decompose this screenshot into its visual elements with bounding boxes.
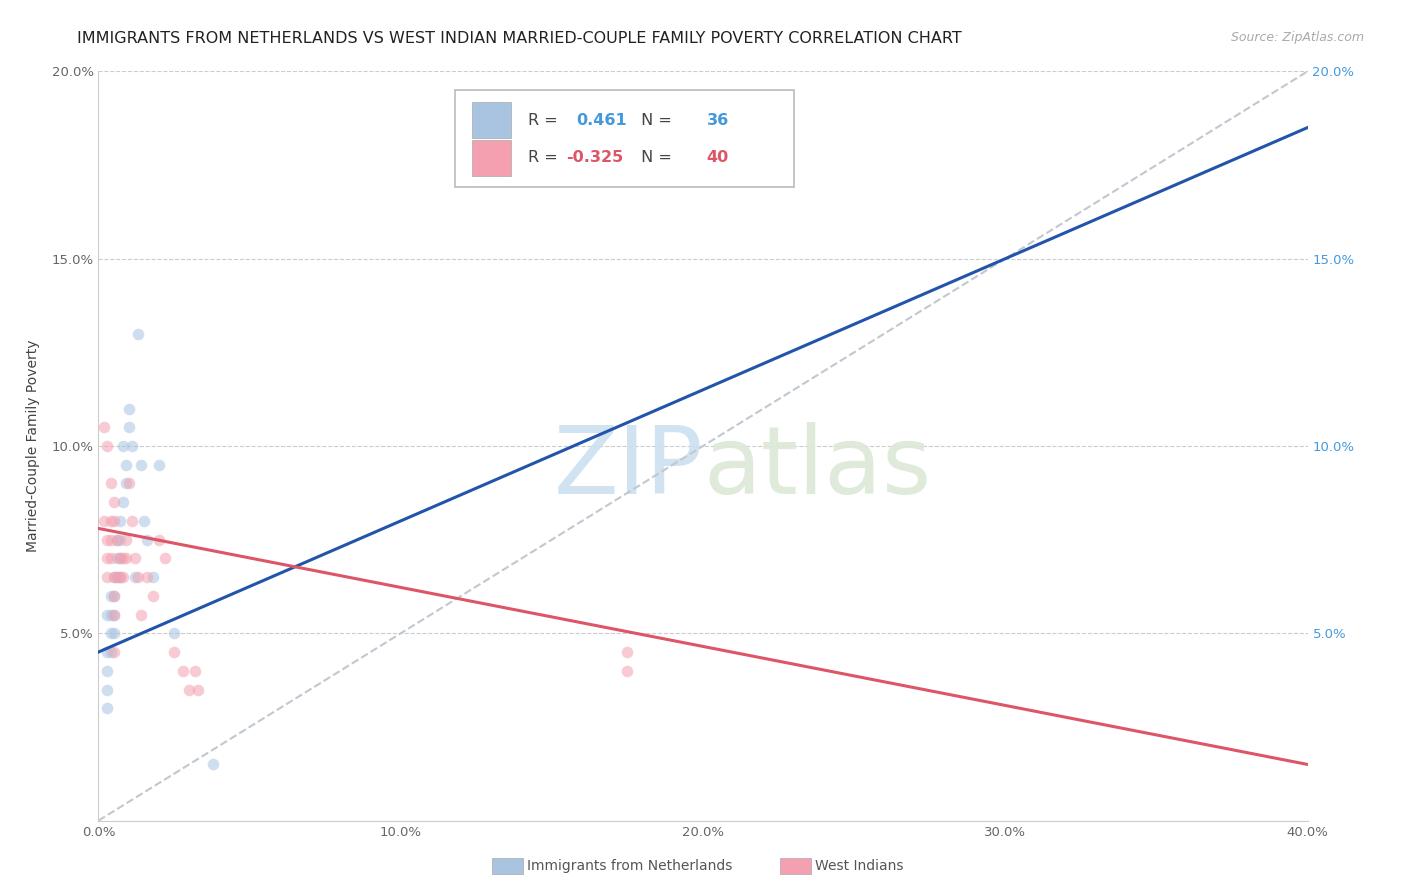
Point	[616, 664, 638, 678]
Point	[135, 533, 157, 547]
Point	[100, 589, 122, 603]
Point	[108, 551, 131, 566]
Point	[111, 439, 134, 453]
Point	[93, 420, 115, 434]
Text: N =: N =	[637, 150, 678, 165]
Point	[114, 551, 136, 566]
Point	[163, 645, 186, 659]
Point	[124, 570, 146, 584]
Point	[108, 551, 131, 566]
Point	[103, 607, 125, 622]
Point	[105, 533, 128, 547]
Point	[96, 645, 118, 659]
Point	[103, 607, 125, 622]
Point	[100, 476, 122, 491]
Point	[96, 664, 118, 678]
Point	[184, 664, 207, 678]
Point	[114, 533, 136, 547]
Point	[172, 664, 194, 678]
Text: 40: 40	[707, 150, 728, 165]
Point	[103, 589, 125, 603]
Text: IMMIGRANTS FROM NETHERLANDS VS WEST INDIAN MARRIED-COUPLE FAMILY POVERTY CORRELA: IMMIGRANTS FROM NETHERLANDS VS WEST INDI…	[77, 31, 962, 46]
Point	[132, 514, 155, 528]
Point	[103, 626, 125, 640]
Point	[100, 514, 122, 528]
Text: N =: N =	[637, 112, 678, 128]
Text: Source: ZipAtlas.com: Source: ZipAtlas.com	[1230, 31, 1364, 45]
Point	[100, 645, 122, 659]
Point	[163, 626, 186, 640]
Point	[103, 514, 125, 528]
Point	[202, 757, 225, 772]
Text: -0.325: -0.325	[567, 150, 624, 165]
Point	[96, 551, 118, 566]
Point	[148, 533, 170, 547]
Point	[105, 551, 128, 566]
Point	[135, 570, 157, 584]
Bar	[472, 139, 510, 176]
Point	[108, 514, 131, 528]
Point	[121, 514, 143, 528]
Bar	[472, 102, 510, 138]
Text: atlas: atlas	[703, 423, 931, 515]
Point	[108, 533, 131, 547]
Point	[96, 533, 118, 547]
Text: 0.461: 0.461	[576, 112, 627, 128]
Point	[111, 551, 134, 566]
Point	[100, 626, 122, 640]
Point	[148, 458, 170, 472]
Point	[127, 570, 149, 584]
Point	[105, 533, 128, 547]
Point	[103, 495, 125, 509]
Point	[124, 551, 146, 566]
Point	[96, 682, 118, 697]
Point	[96, 439, 118, 453]
Y-axis label: Married-Couple Family Poverty: Married-Couple Family Poverty	[27, 340, 41, 552]
Text: 36: 36	[707, 112, 728, 128]
Point	[96, 570, 118, 584]
Point	[153, 551, 176, 566]
Point	[108, 570, 131, 584]
Point	[108, 570, 131, 584]
Point	[142, 570, 165, 584]
Point	[118, 476, 141, 491]
Point	[105, 570, 128, 584]
Point	[103, 645, 125, 659]
Point	[111, 495, 134, 509]
Text: West Indians: West Indians	[815, 859, 904, 873]
Point	[121, 439, 143, 453]
Point	[114, 458, 136, 472]
Text: R =: R =	[527, 150, 562, 165]
Text: R =: R =	[527, 112, 562, 128]
Point	[118, 420, 141, 434]
Point	[187, 682, 209, 697]
Text: ZIP: ZIP	[554, 423, 703, 515]
Point	[100, 533, 122, 547]
Point	[100, 607, 122, 622]
Point	[100, 551, 122, 566]
Point	[118, 401, 141, 416]
FancyBboxPatch shape	[456, 90, 793, 187]
Point	[127, 326, 149, 341]
Point	[129, 458, 152, 472]
Point	[179, 682, 201, 697]
Point	[111, 570, 134, 584]
Point	[96, 607, 118, 622]
Point	[103, 570, 125, 584]
Point	[103, 570, 125, 584]
Text: Immigrants from Netherlands: Immigrants from Netherlands	[527, 859, 733, 873]
Point	[129, 607, 152, 622]
Point	[142, 589, 165, 603]
Point	[93, 514, 115, 528]
Point	[114, 476, 136, 491]
Point	[616, 645, 638, 659]
Point	[103, 589, 125, 603]
Point	[96, 701, 118, 715]
Point	[105, 570, 128, 584]
